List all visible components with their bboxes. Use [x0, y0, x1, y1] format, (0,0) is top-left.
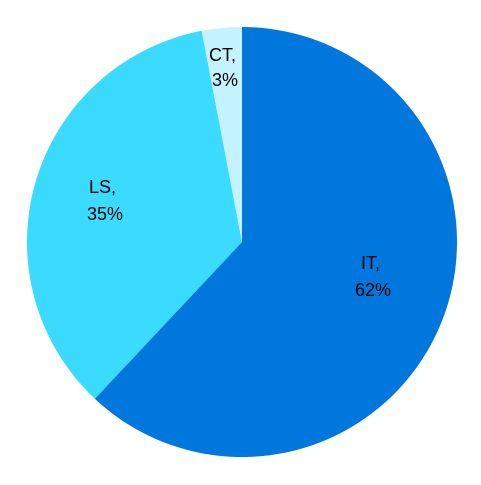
label-ls-name: LS, [89, 177, 116, 197]
slice-ct [201, 27, 242, 242]
label-ct: CT, 3% [209, 45, 241, 90]
slice-it [94, 27, 457, 457]
label-it-name: IT, [361, 253, 380, 273]
label-ls: LS, 35% [87, 177, 123, 224]
label-it-value: 62% [355, 280, 391, 300]
label-it: IT, 62% [355, 253, 391, 300]
pie-slices [26, 27, 457, 457]
pie-labels: IT, 62% LS, 35% CT, 3% [87, 45, 391, 300]
label-ls-value: 35% [87, 204, 123, 224]
label-ct-value: 3% [212, 70, 238, 90]
label-ct-name: CT, [209, 45, 236, 65]
slice-ls [26, 30, 243, 399]
